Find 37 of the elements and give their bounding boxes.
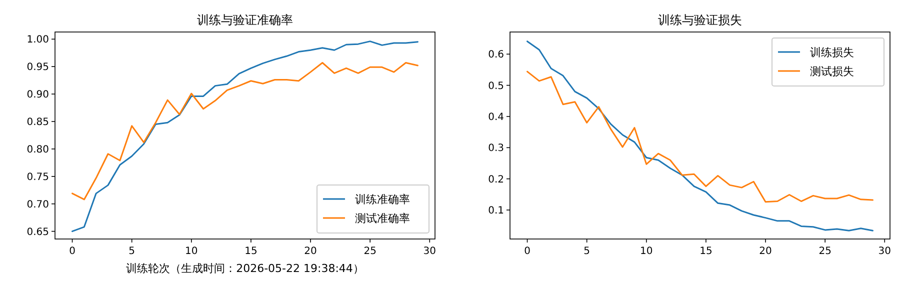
y-tick-label: 0.1: [488, 206, 504, 217]
x-tick-label: 25: [818, 246, 832, 257]
y-tick-label: 0.70: [26, 199, 49, 210]
x-tick-label: 0: [524, 246, 530, 257]
y-tick-label: 0.90: [26, 90, 49, 101]
legend-label: 测试损失: [810, 65, 854, 78]
x-tick-label: 0: [69, 246, 76, 257]
legend-label: 训练准确率: [355, 193, 410, 206]
y-tick-label: 0.95: [26, 62, 49, 74]
chart-title: 训练与验证准确率: [197, 13, 293, 27]
y-tick-label: 0.2: [488, 174, 504, 186]
legend-label: 训练损失: [810, 46, 854, 59]
x-tick-label: 30: [423, 246, 436, 257]
chart-title: 训练与验证损失: [658, 13, 742, 27]
x-tick-label: 15: [700, 246, 712, 257]
y-tick-label: 0.80: [26, 144, 49, 156]
x-tick-label: 10: [185, 246, 198, 257]
x-tick-label: 30: [878, 246, 892, 257]
x-tick-label: 10: [640, 246, 653, 257]
line-series: [72, 40, 418, 232]
y-tick-label: 0.65: [26, 226, 49, 238]
line-series: [526, 40, 874, 232]
y-tick-label: 0.5: [488, 80, 504, 92]
y-tick-label: 0.85: [26, 117, 49, 128]
y-tick-label: 0.3: [488, 143, 504, 154]
legend-label: 测试准确率: [355, 212, 410, 225]
y-tick-label: 1.00: [26, 34, 49, 46]
x-tick-label: 20: [759, 246, 772, 257]
y-tick-label: 0.4: [488, 112, 504, 123]
x-tick-label: 15: [244, 246, 258, 257]
x-axis-title: 训练轮次（生成时间：2026-05-22 19:38:44）: [126, 262, 364, 275]
x-tick-label: 5: [128, 246, 136, 257]
x-tick-label: 25: [364, 246, 376, 257]
x-tick-label: 5: [584, 246, 590, 257]
y-tick-label: 0.6: [488, 50, 504, 61]
x-tick-label: 20: [304, 246, 317, 257]
y-tick-label: 0.75: [26, 172, 49, 183]
